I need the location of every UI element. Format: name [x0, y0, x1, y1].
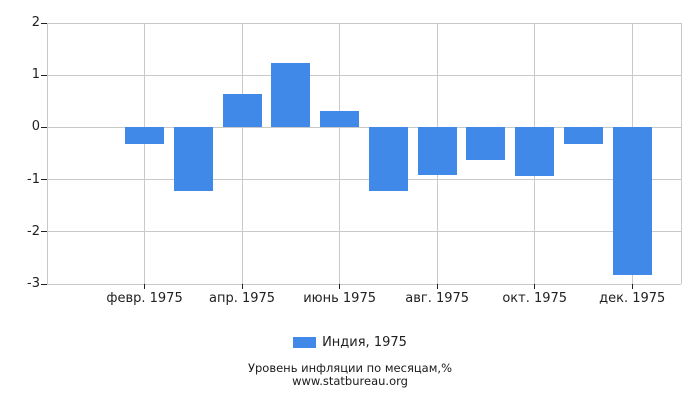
bar-июль 1975 [368, 127, 408, 191]
x-tick [631, 284, 633, 289]
bar-дек. 1975 [612, 127, 652, 276]
x-tick-label: февр. 1975 [106, 291, 183, 306]
x-tick-label: окт. 1975 [502, 291, 568, 306]
bar-март 1975 [173, 127, 213, 191]
x-tick-label: дек. 1975 [599, 291, 666, 306]
bar-авг. 1975 [417, 127, 457, 176]
y-tick-label: -3 [27, 276, 40, 291]
bar-окт. 1975 [515, 127, 555, 177]
y-tick-label: 1 [31, 67, 40, 83]
h-gridline [47, 179, 681, 181]
x-tick [436, 284, 438, 289]
x-tick-label: апр. 1975 [209, 291, 276, 306]
y-tick-label: -2 [27, 223, 40, 239]
h-gridline [47, 22, 681, 24]
h-gridline [47, 283, 681, 285]
bar-сент. 1975 [466, 127, 506, 160]
bar-июнь 1975 [320, 111, 360, 128]
y-tick [41, 231, 47, 233]
y-tick [41, 126, 47, 128]
y-tick-label: 2 [31, 15, 40, 30]
y-tick-label: 0 [31, 119, 40, 135]
bar-февр. 1975 [125, 127, 165, 144]
caption-source: www.statbureau.org [292, 373, 408, 388]
v-gridline [144, 23, 146, 284]
y-tick [41, 283, 47, 285]
h-gridline [47, 74, 681, 76]
y-tick [41, 22, 47, 24]
h-gridline [47, 126, 681, 128]
y-tick [41, 179, 47, 181]
plot-right-border [680, 23, 682, 284]
y-tick [41, 74, 47, 76]
y-tick-label: -1 [27, 171, 40, 187]
bar-нояб. 1975 [563, 127, 603, 144]
legend: Индия, 1975 [0, 335, 700, 350]
x-tick [339, 284, 341, 289]
v-gridline [339, 23, 341, 284]
chart-caption: Уровень инфляции по месяцам,% www.statbu… [0, 362, 700, 387]
x-tick-label: авг. 1975 [405, 291, 470, 306]
h-gridline [47, 231, 681, 233]
x-tick [534, 284, 536, 289]
caption-title: Уровень инфляции по месяцам,% [247, 361, 452, 375]
bar-май 1975 [271, 62, 311, 128]
x-tick [144, 284, 146, 289]
y-axis-line [46, 23, 48, 284]
bar-апр. 1975 [222, 93, 262, 128]
x-tick-label: июнь 1975 [303, 291, 376, 306]
x-tick [241, 284, 243, 289]
legend-swatch [293, 337, 317, 348]
legend-label: Индия, 1975 [322, 335, 407, 350]
v-gridline [241, 23, 243, 284]
